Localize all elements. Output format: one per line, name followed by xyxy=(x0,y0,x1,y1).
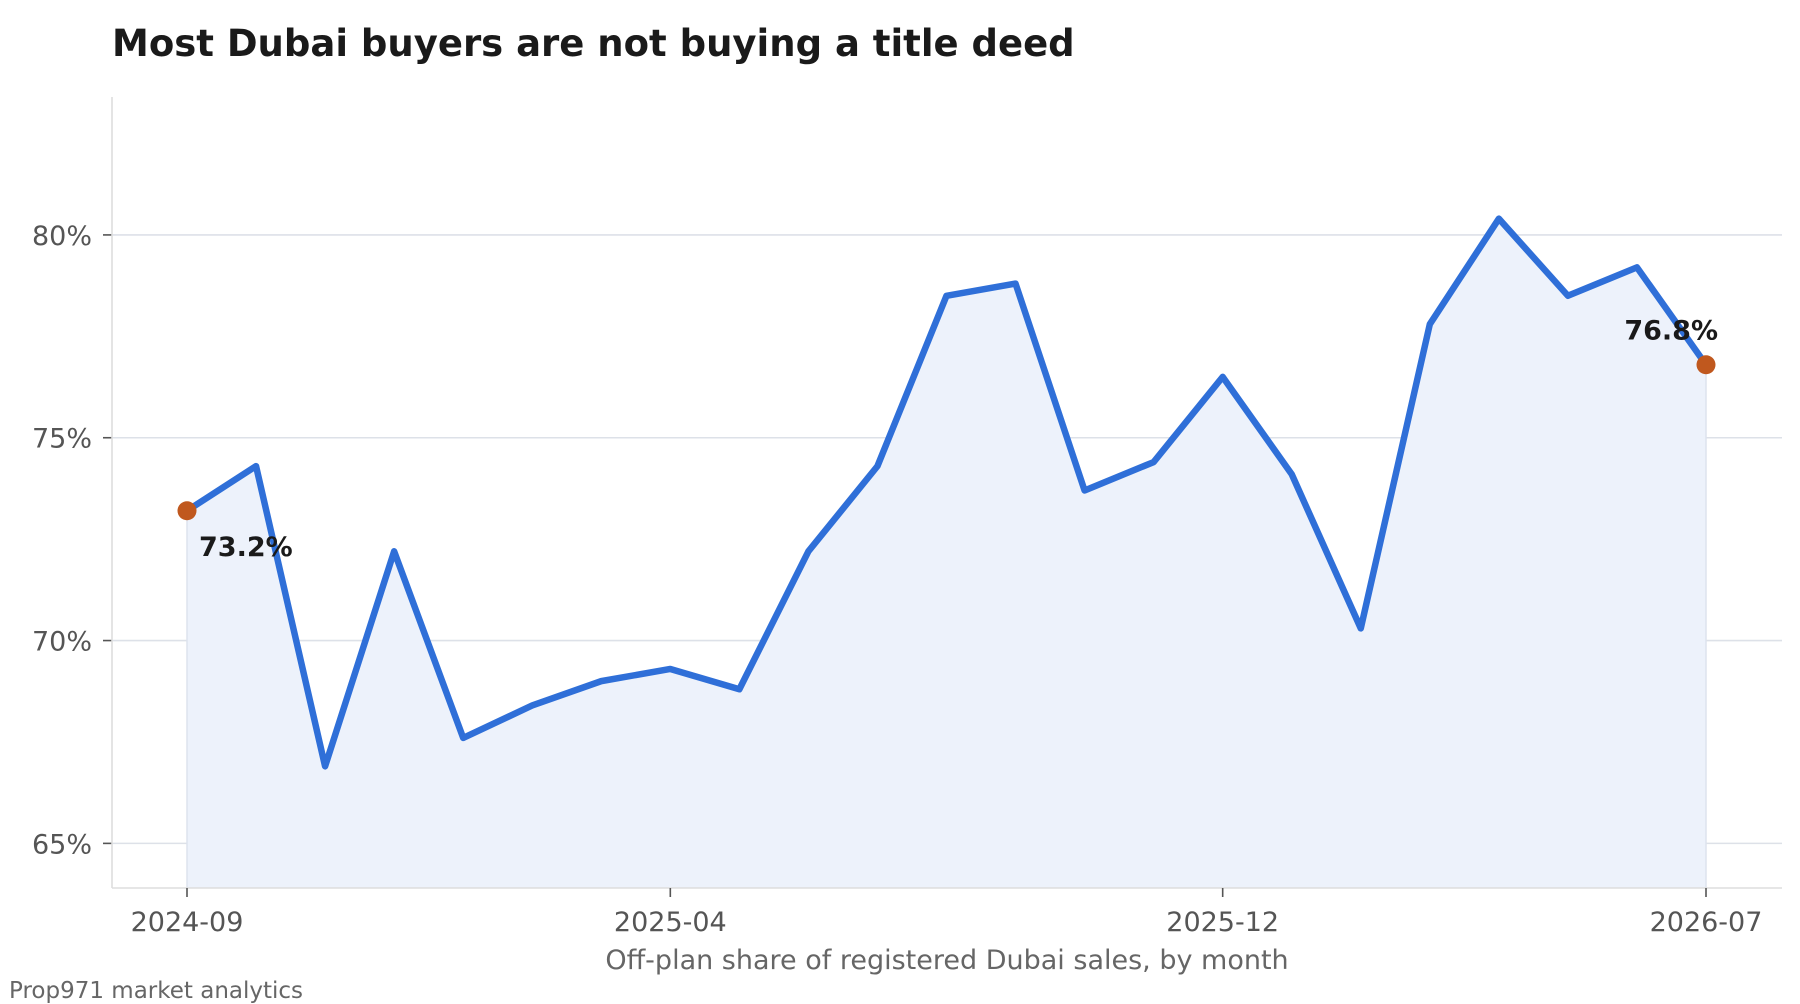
x-tick-label: 2026-07 xyxy=(1650,907,1763,938)
source-note: Prop971 market analytics xyxy=(9,978,304,1004)
data-label: 76.8% xyxy=(1624,316,1718,347)
x-tick-label: 2025-04 xyxy=(614,907,727,938)
y-tick-label: 70% xyxy=(32,627,92,658)
endpoint-marker xyxy=(1696,355,1716,375)
x-tick-label: 2025-12 xyxy=(1166,907,1279,938)
x-axis-title: Off-plan share of registered Dubai sales… xyxy=(605,945,1288,976)
endpoint-marker xyxy=(177,501,197,521)
area-fill xyxy=(187,218,1706,888)
data-label: 73.2% xyxy=(199,532,293,563)
y-tick-label: 75% xyxy=(32,424,92,455)
x-tick-label: 2024-09 xyxy=(131,907,244,938)
series-line xyxy=(183,215,1710,770)
y-tick-label: 80% xyxy=(32,221,92,252)
y-tick-label: 65% xyxy=(32,829,92,860)
chart-title: Most Dubai buyers are not buying a title… xyxy=(112,22,1075,65)
